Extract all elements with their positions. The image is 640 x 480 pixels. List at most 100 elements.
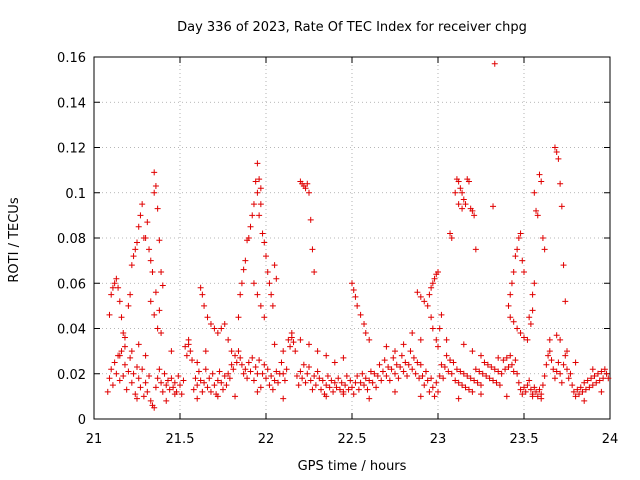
data-point [385, 363, 392, 370]
data-point [166, 386, 173, 393]
data-point [491, 366, 498, 373]
data-point [252, 178, 259, 185]
data-point [135, 341, 142, 348]
data-point [177, 382, 183, 389]
data-point [142, 352, 149, 359]
data-point [428, 284, 435, 291]
data-point [128, 379, 135, 386]
data-point [438, 361, 445, 368]
data-point [460, 370, 467, 377]
data-point [586, 384, 593, 391]
data-point [598, 388, 605, 395]
data-point [254, 291, 261, 298]
y-tick-label: 0.06 [57, 277, 86, 292]
data-point [355, 386, 362, 393]
data-point [503, 393, 510, 400]
data-point [469, 207, 476, 214]
data-point [557, 180, 564, 187]
data-point [409, 330, 416, 337]
data-point [237, 354, 244, 361]
data-point [352, 379, 359, 386]
data-point [447, 357, 454, 364]
data-point [460, 341, 467, 348]
data-point [340, 391, 347, 398]
data-point [261, 314, 268, 321]
data-point [168, 375, 175, 382]
data-point [546, 348, 553, 355]
data-point [161, 370, 168, 377]
data-point [221, 320, 228, 327]
data-point [426, 291, 433, 298]
data-point [266, 280, 273, 287]
data-point [445, 368, 452, 375]
data-point [288, 330, 295, 337]
data-point [498, 370, 505, 377]
data-point [256, 176, 263, 183]
y-tick-label: 0.08 [57, 232, 86, 247]
data-point [127, 354, 134, 361]
data-point [555, 359, 562, 366]
data-point [596, 377, 603, 384]
data-point [605, 375, 612, 382]
data-point [109, 382, 116, 389]
data-point [116, 377, 123, 384]
data-point [311, 268, 318, 275]
data-point [256, 212, 263, 219]
x-axis-title: GPS time / hours [298, 459, 407, 474]
data-point [441, 363, 448, 370]
data-point [574, 386, 581, 393]
data-point [254, 189, 261, 196]
data-point [601, 366, 608, 373]
data-point [250, 280, 257, 287]
data-point [507, 291, 514, 298]
data-point [319, 377, 326, 384]
data-point [264, 366, 271, 373]
data-point [201, 302, 208, 309]
data-point [593, 379, 600, 386]
data-point [581, 379, 588, 386]
data-point [147, 298, 154, 305]
data-points [104, 60, 612, 411]
data-point [514, 325, 521, 332]
data-point [326, 384, 333, 391]
x-tick-label: 22.5 [338, 432, 367, 447]
data-point [405, 361, 412, 368]
data-point [132, 246, 139, 253]
data-point [560, 262, 567, 269]
data-point [588, 375, 595, 382]
data-point [159, 282, 166, 289]
data-point [505, 363, 512, 370]
data-point [455, 379, 462, 386]
data-point [460, 196, 467, 203]
data-point [147, 397, 154, 404]
data-point [307, 377, 314, 384]
data-point [170, 384, 177, 391]
data-point [539, 382, 546, 389]
data-point [577, 384, 584, 391]
data-point [137, 212, 144, 219]
data-point [414, 289, 421, 296]
data-point [417, 393, 424, 400]
data-point [182, 343, 189, 350]
data-point [134, 395, 140, 402]
data-point [421, 298, 428, 305]
data-point [433, 379, 440, 386]
data-point [452, 189, 459, 196]
data-point [223, 382, 230, 389]
data-point [576, 391, 583, 398]
data-point [534, 393, 541, 400]
data-point [228, 361, 235, 368]
data-point [118, 348, 125, 355]
data-point [417, 361, 424, 368]
data-point [338, 379, 345, 386]
data-point [539, 235, 546, 241]
y-axis-title: ROTI / TECUs [7, 197, 22, 282]
data-point [378, 377, 385, 384]
data-point [135, 223, 142, 230]
data-point [402, 359, 409, 366]
data-point [349, 384, 355, 391]
data-point [464, 373, 471, 380]
data-point [527, 386, 534, 393]
data-point [479, 370, 486, 377]
data-point [309, 246, 316, 253]
